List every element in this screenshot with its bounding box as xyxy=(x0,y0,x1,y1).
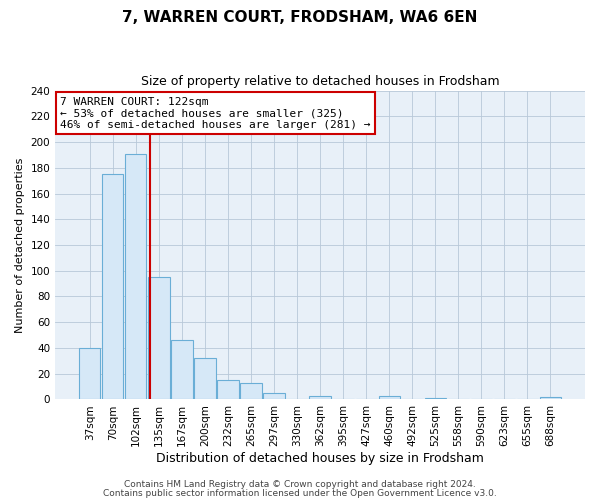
Bar xyxy=(425,398,446,400)
Title: Size of property relative to detached houses in Frodsham: Size of property relative to detached ho… xyxy=(141,75,499,88)
Bar xyxy=(172,340,193,400)
Bar xyxy=(217,380,239,400)
Bar xyxy=(79,348,100,400)
Bar xyxy=(194,358,215,400)
Text: 7, WARREN COURT, FRODSHAM, WA6 6EN: 7, WARREN COURT, FRODSHAM, WA6 6EN xyxy=(122,10,478,25)
Y-axis label: Number of detached properties: Number of detached properties xyxy=(15,158,25,332)
Bar xyxy=(540,397,561,400)
Text: Contains public sector information licensed under the Open Government Licence v3: Contains public sector information licen… xyxy=(103,488,497,498)
Bar xyxy=(125,154,146,400)
X-axis label: Distribution of detached houses by size in Frodsham: Distribution of detached houses by size … xyxy=(156,452,484,465)
Bar xyxy=(102,174,124,400)
Bar xyxy=(379,396,400,400)
Text: Contains HM Land Registry data © Crown copyright and database right 2024.: Contains HM Land Registry data © Crown c… xyxy=(124,480,476,489)
Bar xyxy=(310,396,331,400)
Bar xyxy=(241,382,262,400)
Bar xyxy=(263,393,284,400)
Text: 7 WARREN COURT: 122sqm
← 53% of detached houses are smaller (325)
46% of semi-de: 7 WARREN COURT: 122sqm ← 53% of detached… xyxy=(61,96,371,130)
Bar xyxy=(148,277,170,400)
